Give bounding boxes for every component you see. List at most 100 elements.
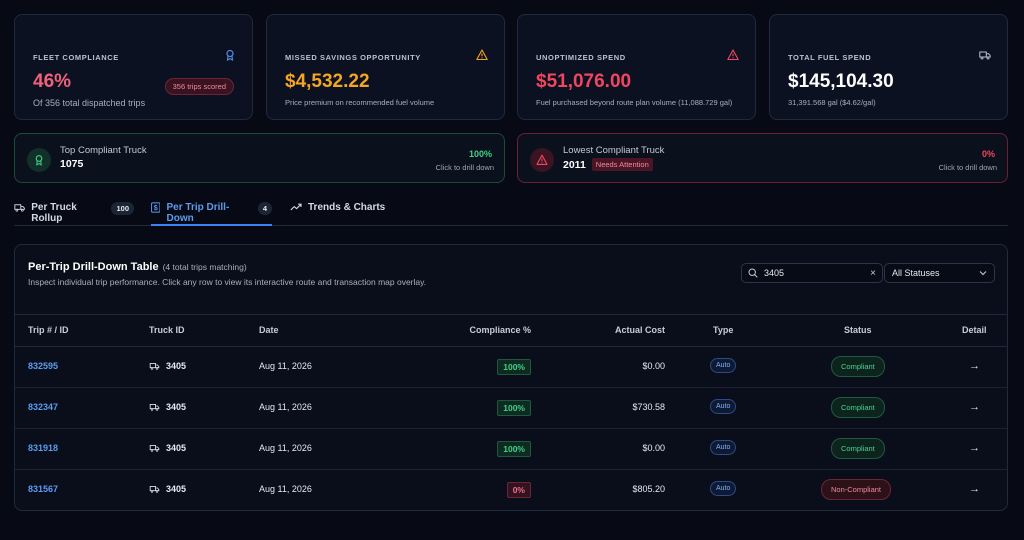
truck-id-text: 3405 <box>166 402 187 412</box>
actual-cost: $0.00 <box>642 443 665 453</box>
trip-id-link[interactable]: 831918 <box>28 443 59 453</box>
truck-id-text: 3405 <box>166 484 187 494</box>
status-filter-value: All Statuses <box>892 268 940 278</box>
trip-date: Aug 11, 2026 <box>259 361 312 371</box>
column-header-cost[interactable]: Actual Cost <box>614 325 665 335</box>
trips-table: Trip # / ID Truck ID Date Compliance % A… <box>15 314 1007 511</box>
lowest-truck-label: Lowest Compliant Truck <box>563 145 665 156</box>
award-icon <box>27 148 51 172</box>
trips-scored-badge: 356 trips scored <box>164 78 234 95</box>
kpi-card-total-fuel-spend: TOTAL FUEL SPEND $145,104.30 31,391.568 … <box>769 14 1008 120</box>
kpi-subtext: Of 356 total dispatched trips <box>33 98 146 108</box>
alert-icon <box>530 148 554 172</box>
dollar-icon: $ <box>151 202 161 213</box>
kpi-card-missed-savings: MISSED SAVINGS OPPORTUNITY $4,532.22 Pri… <box>266 14 505 120</box>
type-badge: Auto <box>710 399 737 414</box>
truck-id: 3405 <box>149 484 186 494</box>
status-badge: Compliant <box>831 397 885 418</box>
kpi-value: $145,104.30 <box>788 71 894 92</box>
compliance-badge: 100% <box>497 400 531 416</box>
drill-down-hint: Click to drill down <box>938 163 997 172</box>
column-header-status[interactable]: Status <box>844 325 872 335</box>
arrow-right-icon[interactable]: → <box>969 401 980 413</box>
column-header-compliance[interactable]: Compliance % <box>469 325 531 335</box>
drill-down-hint: Click to drill down <box>435 163 494 172</box>
column-header-trip[interactable]: Trip # / ID <box>28 325 69 335</box>
clear-search-icon[interactable]: × <box>870 267 876 279</box>
compliance-badge: 100% <box>497 359 531 375</box>
status-filter-select[interactable]: All Statuses <box>884 263 995 283</box>
search-input[interactable] <box>764 268 854 278</box>
lowest-truck-number: 2011 <box>563 158 586 171</box>
panel-title-text: Per-Trip Drill-Down Table <box>28 261 159 273</box>
truck-id-text: 3405 <box>166 443 187 453</box>
top-compliant-truck-card[interactable]: Top Compliant Truck 1075 100% Click to d… <box>14 133 505 183</box>
kpi-title: UNOPTIMIZED SPEND <box>536 53 626 62</box>
compliance-badge: 100% <box>497 441 531 457</box>
kpi-subtext: Fuel purchased beyond route plan volume … <box>536 98 733 107</box>
truck-icon <box>979 51 991 60</box>
tab-trends-charts[interactable]: Trends & Charts <box>290 198 390 226</box>
column-header-type[interactable]: Type <box>713 325 734 335</box>
kpi-card-unoptimized-spend: UNOPTIMIZED SPEND $51,076.00 Fuel purcha… <box>517 14 756 120</box>
actual-cost: $0.00 <box>642 361 665 371</box>
kpi-title: MISSED SAVINGS OPPORTUNITY <box>285 53 421 62</box>
tab-per-truck-rollup[interactable]: Per Truck Rollup 100 <box>14 198 134 226</box>
type-badge: Auto <box>710 440 737 455</box>
tab-label: Trends & Charts <box>308 202 386 213</box>
top-truck-label: Top Compliant Truck <box>60 145 147 156</box>
truck-icon <box>149 404 160 411</box>
kpi-subtext: Price premium on recommended fuel volume <box>285 98 435 107</box>
type-badge: Auto <box>710 358 737 373</box>
view-tabs: Per Truck Rollup 100 $ Per Trip Drill-Do… <box>14 198 1008 226</box>
lowest-compliant-truck-card[interactable]: Lowest Compliant Truck 2011 Needs Attent… <box>517 133 1008 183</box>
arrow-right-icon[interactable]: → <box>969 442 980 454</box>
lowest-truck-id: 2011 Needs Attention <box>563 158 653 171</box>
table-row[interactable]: 831918 3405 Aug 11, 2026 100% $0.00 Auto… <box>15 429 1007 470</box>
kpi-title: TOTAL FUEL SPEND <box>788 53 872 62</box>
tab-label: Per Truck Rollup <box>31 202 77 224</box>
truck-icon <box>149 363 160 370</box>
trip-date: Aug 11, 2026 <box>259 484 312 494</box>
truck-icon <box>149 486 160 493</box>
tab-per-trip-drill-down[interactable]: $ Per Trip Drill-Down 4 <box>151 198 272 226</box>
svg-text:$: $ <box>154 204 158 212</box>
trip-id-link[interactable]: 832347 <box>28 402 59 412</box>
table-row[interactable]: 831567 3405 Aug 11, 2026 0% $805.20 Auto… <box>15 470 1007 511</box>
column-header-truck[interactable]: Truck ID <box>149 325 185 335</box>
trip-count: (4 total trips matching) <box>162 262 247 272</box>
panel-title: Per-Trip Drill-Down Table (4 total trips … <box>28 261 247 273</box>
actual-cost: $730.58 <box>632 402 665 412</box>
truck-id-text: 3405 <box>166 361 187 371</box>
table-row[interactable]: 832347 3405 Aug 11, 2026 100% $730.58 Au… <box>15 388 1007 429</box>
needs-attention-badge: Needs Attention <box>591 158 653 171</box>
search-icon <box>748 268 758 278</box>
compliance-badge: 0% <box>506 482 531 498</box>
actual-cost: $805.20 <box>632 484 665 494</box>
truck-id: 3405 <box>149 361 186 371</box>
arrow-right-icon[interactable]: → <box>969 360 980 372</box>
tab-label: Per Trip Drill-Down <box>166 202 230 224</box>
truck-id: 3405 <box>149 402 186 412</box>
kpi-value: 46% <box>33 71 72 92</box>
drill-down-panel: Per-Trip Drill-Down Table (4 total trips … <box>14 244 1008 511</box>
trip-date: Aug 11, 2026 <box>259 402 312 412</box>
table-row[interactable]: 832595 3405 Aug 11, 2026 100% $0.00 Auto… <box>15 347 1007 388</box>
truck-id: 3405 <box>149 443 186 453</box>
truck-icon <box>149 445 160 452</box>
arrow-right-icon[interactable]: → <box>969 483 980 495</box>
type-badge: Auto <box>710 481 737 496</box>
alert-icon <box>727 49 739 61</box>
search-box[interactable]: × <box>741 263 883 283</box>
trend-icon <box>290 203 302 211</box>
award-icon <box>226 49 234 61</box>
column-header-date[interactable]: Date <box>259 325 279 335</box>
warning-icon <box>476 49 488 61</box>
trip-id-link[interactable]: 831567 <box>28 484 59 494</box>
truck-icon <box>14 204 25 212</box>
kpi-title: FLEET COMPLIANCE <box>33 53 119 62</box>
status-badge: Compliant <box>831 438 885 459</box>
status-badge: Compliant <box>831 356 885 377</box>
trip-id-link[interactable]: 832595 <box>28 361 59 371</box>
table-header: Trip # / ID Truck ID Date Compliance % A… <box>15 314 1007 347</box>
